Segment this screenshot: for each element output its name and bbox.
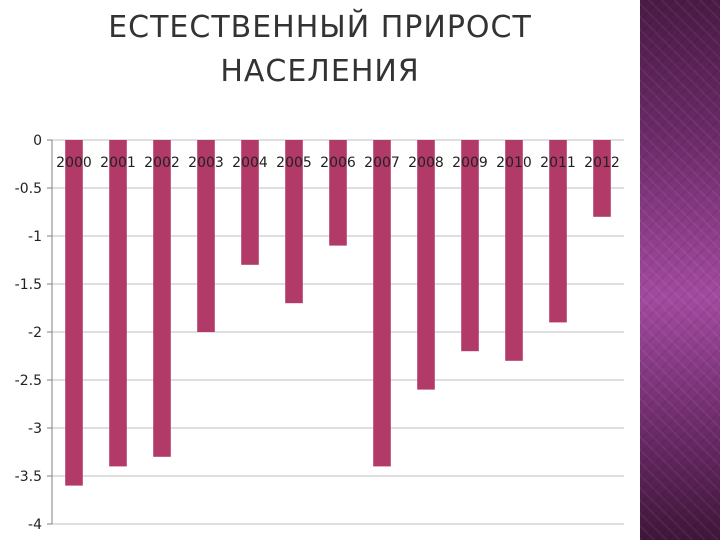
y-tick-label: -0.5	[15, 181, 42, 197]
x-category-label: 2008	[408, 155, 444, 171]
x-category-label: 2000	[56, 155, 92, 171]
x-category-label: 2004	[232, 155, 268, 171]
x-category-label: 2010	[496, 155, 532, 171]
bar-2008	[417, 140, 435, 390]
bar-2004	[241, 140, 259, 265]
y-tick-label: -1.5	[15, 277, 42, 293]
bar-2009	[461, 140, 479, 352]
x-category-label: 2006	[320, 155, 356, 171]
bar-2003	[197, 140, 215, 332]
x-category-label: 2012	[584, 155, 620, 171]
slide-title: ЕСТЕСТВЕННЫЙ ПРИРОСТ НАСЕЛЕНИЯ	[60, 6, 580, 94]
bar-2002	[153, 140, 171, 457]
y-tick-label: -1	[28, 229, 42, 245]
bar-2000	[65, 140, 83, 486]
x-category-label: 2002	[144, 155, 180, 171]
y-tick-label: -3.5	[15, 469, 42, 485]
side-divider	[638, 0, 640, 540]
title-line-1: ЕСТЕСТВЕННЫЙ ПРИРОСТ	[108, 10, 532, 45]
y-tick-label: -4	[28, 517, 42, 533]
y-tick-label: -2	[28, 325, 42, 341]
x-category-label: 2005	[276, 155, 312, 171]
decorative-side-panel	[640, 0, 720, 540]
category-labels: 2000 2001 2002 2003 2004 2005 2006 2007 2008 2009…	[56, 155, 620, 171]
title-line-2: НАСЕЛЕНИЯ	[220, 54, 420, 89]
y-tick-label: -3	[28, 421, 42, 437]
bars	[65, 140, 611, 486]
bar-2007	[373, 140, 391, 467]
y-tick-label: -2.5	[15, 373, 42, 389]
x-category-label: 2001	[100, 155, 136, 171]
y-tick-label: 0	[33, 133, 42, 149]
x-category-label: 2007	[364, 155, 400, 171]
bar-2012	[593, 140, 611, 217]
bar-2011	[549, 140, 567, 323]
x-category-label: 2011	[540, 155, 576, 171]
bar-2010	[505, 140, 523, 361]
bar-2005	[285, 140, 303, 304]
bar-2006	[329, 140, 347, 246]
x-category-label: 2003	[188, 155, 224, 171]
bar-2001	[109, 140, 127, 467]
y-axis-tick-labels: 0 -0.5 -1 -1.5 -2 -2.5 -3 -3.5 -4	[15, 133, 42, 533]
x-category-label: 2009	[452, 155, 488, 171]
